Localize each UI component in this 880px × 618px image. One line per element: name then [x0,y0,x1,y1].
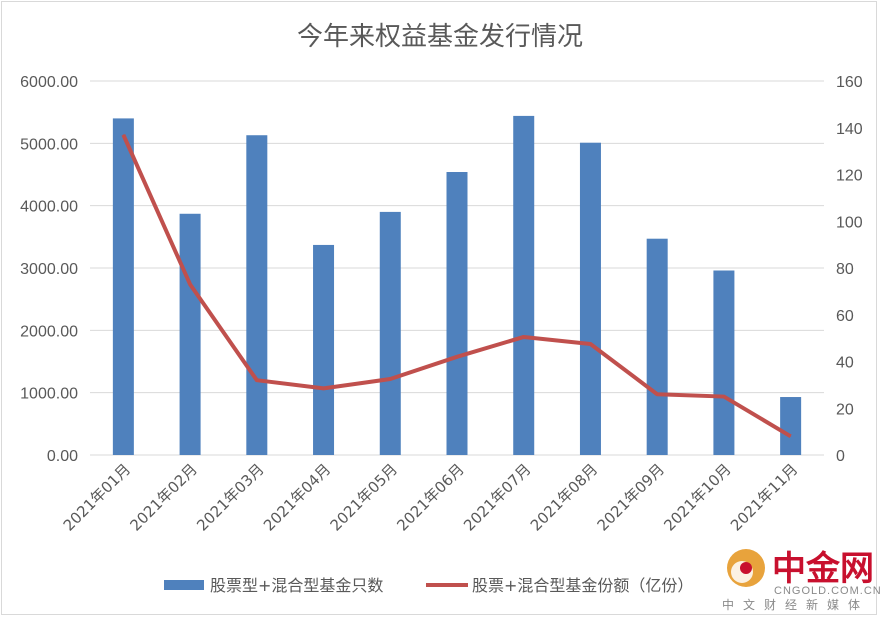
line-point [790,435,792,437]
left-axis-ticks: 0.00 1000.00 2000.00 3000.00 4000.00 5000.00 6… [20,74,78,465]
right-axis-tick-label: 60 [836,308,854,325]
x-axis-tick-label: 2021年04月 [260,460,334,534]
right-axis-ticks: 0 20 40 60 80 100 120 140 160 [836,74,863,465]
chart-title: 今年来权益基金发行情况 [297,22,583,52]
line-point [589,343,591,345]
bar-series [112,115,802,456]
bar [446,172,468,456]
left-axis-tick-label: 0.00 [47,448,78,465]
line-point [389,378,391,380]
right-axis-tick-label: 160 [836,74,863,91]
line-point [256,379,258,381]
x-axis-tick-label: 2021年11月 [727,460,801,534]
line-series [121,133,792,439]
bar [513,115,535,455]
line-point [723,396,725,398]
watermark-tagline: 中文财经新媒体 [722,597,869,612]
left-axis-tick-label: 1000.00 [20,386,78,403]
x-axis-ticks: 2021年01月2021年02月2021年03月2021年04月2021年05月… [60,460,802,534]
x-axis-tick-label: 2021年02月 [126,460,200,534]
bar [379,211,401,455]
bar [112,118,134,456]
watermark-logo: 中金网 CNGOLD.COM.CN 中文财经新媒体 [722,549,880,612]
bar [179,213,201,455]
line-point [523,336,525,338]
right-axis-tick-label: 120 [836,168,863,185]
right-axis-tick-label: 40 [836,355,854,372]
bar [579,142,601,455]
legend: 股票型+混合型基金只数 股票+混合型基金份额（亿份） [164,576,693,595]
x-axis-tick-label: 2021年06月 [393,460,467,534]
legend-label-bars: 股票型+混合型基金只数 [210,576,383,595]
x-axis-tick-label: 2021年05月 [327,460,401,534]
left-axis-tick-label: 6000.00 [20,74,78,91]
left-axis-tick-label: 4000.00 [20,199,78,216]
left-axis-tick-label: 5000.00 [20,136,78,153]
line-point [122,134,124,136]
x-axis-tick-label: 2021年03月 [193,460,267,534]
x-axis-tick-label: 2021年07月 [460,460,534,534]
x-axis-tick-label: 2021年09月 [594,460,668,534]
bar [246,135,268,456]
right-axis-tick-label: 80 [836,261,854,278]
line-point [189,283,191,285]
right-axis-tick-label: 0 [836,448,845,465]
x-axis-tick-label: 2021年01月 [60,460,134,534]
right-axis-tick-label: 100 [836,214,863,231]
bar [713,270,735,455]
legend-label-line: 股票+混合型基金份额（亿份） [472,576,693,595]
line-point [656,393,658,395]
right-axis-tick-label: 20 [836,401,854,418]
bar [646,238,668,455]
x-axis-tick-label: 2021年08月 [527,460,601,534]
watermark-domain: CNGOLD.COM.CN [774,585,880,597]
legend-swatch-bars [164,580,204,590]
right-axis-tick-label: 140 [836,121,863,138]
bar [313,244,335,455]
x-axis-tick-label: 2021年10月 [660,460,734,534]
left-axis-tick-label: 2000.00 [20,323,78,340]
gridlines [90,80,824,456]
left-axis-tick-label: 3000.00 [20,261,78,278]
watermark-brand: 中金网 [772,549,874,589]
line-point [323,387,325,389]
bar [780,397,802,455]
line-point [456,356,458,358]
